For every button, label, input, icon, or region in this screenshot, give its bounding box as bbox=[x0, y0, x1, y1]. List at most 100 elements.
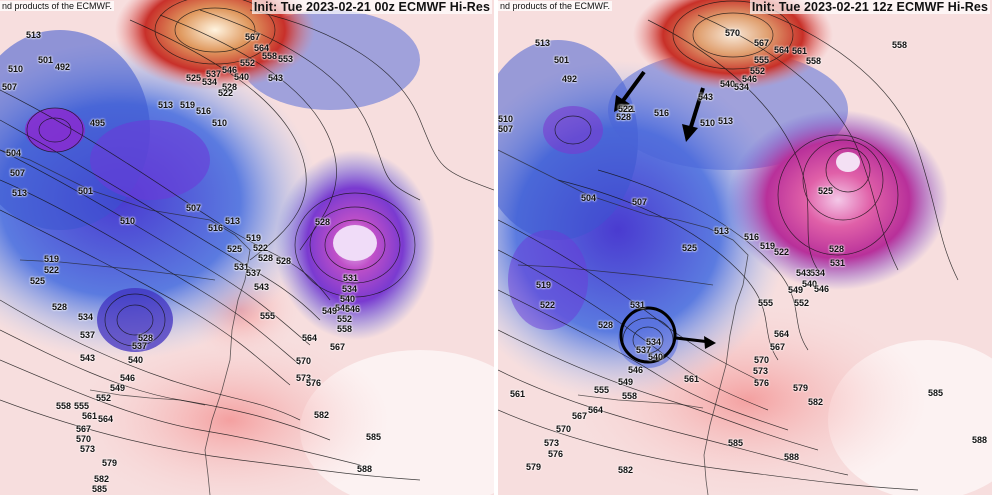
contour-label: 564 bbox=[254, 43, 270, 53]
contour-label: 519 bbox=[760, 241, 776, 251]
contour-label: 525 bbox=[30, 276, 46, 286]
contour-label: 549 bbox=[618, 377, 634, 387]
contour-label: 525 bbox=[682, 243, 698, 253]
contour-label: 513 bbox=[714, 226, 730, 236]
contour-label: 564 bbox=[588, 405, 604, 415]
contour-label: 567 bbox=[76, 424, 92, 434]
contour-label: 558 bbox=[262, 51, 278, 61]
contour-label: 522 bbox=[540, 300, 556, 310]
contour-label: 531 bbox=[343, 273, 359, 283]
arrow-south-annotation bbox=[688, 87, 705, 131]
contour-label: 567 bbox=[572, 411, 588, 421]
contour-label: 537 bbox=[246, 268, 262, 278]
contour-label: 519 bbox=[44, 254, 60, 264]
contour-label: 513 bbox=[225, 216, 241, 226]
contour-label: 555 bbox=[758, 298, 774, 308]
contour-label: 525 bbox=[227, 244, 243, 254]
contour-label: 522 bbox=[218, 88, 234, 98]
contour-label: 579 bbox=[526, 462, 542, 472]
contour-label: 552 bbox=[337, 314, 353, 324]
contour-label: 546 bbox=[742, 74, 758, 84]
contour-label: 543 bbox=[80, 353, 96, 363]
contour-label: 501 bbox=[38, 55, 54, 65]
contour-label: 507 bbox=[186, 203, 202, 213]
contour-label: 495 bbox=[90, 118, 106, 128]
contour-label: 555 bbox=[754, 55, 770, 65]
contour-label: 534 bbox=[202, 77, 218, 87]
arrow-east-head bbox=[704, 336, 716, 349]
contour-label: 540 bbox=[720, 79, 736, 89]
contour-label: 540 bbox=[128, 355, 144, 365]
contour-label: 504 bbox=[6, 148, 22, 158]
contour-label: 588 bbox=[357, 464, 373, 474]
contour-label: 553 bbox=[278, 54, 294, 64]
contour-label: 531 bbox=[830, 258, 846, 268]
contour-label: 513 bbox=[535, 38, 551, 48]
contour-label: 528 bbox=[829, 244, 845, 254]
contour-label: 519 bbox=[536, 280, 552, 290]
init-time-title: Init: Tue 2023-02-21 12z ECMWF Hi-Res bbox=[749, 0, 990, 14]
contour-label: 516 bbox=[744, 232, 760, 242]
contour-label: 543 bbox=[796, 268, 812, 278]
contour-label: 507 bbox=[498, 124, 514, 134]
contour-label: 528 bbox=[616, 112, 632, 122]
contour-label: 510 bbox=[700, 118, 716, 128]
contour-label: 567 bbox=[245, 32, 261, 42]
contour-label: 552 bbox=[750, 66, 766, 76]
contour-label: 528 bbox=[315, 217, 331, 227]
contour-label: 555 bbox=[260, 311, 276, 321]
contour-label: 567 bbox=[754, 38, 770, 48]
contour-label: 549 bbox=[788, 285, 804, 295]
contour-label: 585 bbox=[928, 388, 944, 398]
contour-label: 582 bbox=[314, 410, 330, 420]
coastlines bbox=[498, 149, 749, 495]
contour-label: 573 bbox=[544, 438, 560, 448]
contour-label: 555 bbox=[74, 401, 90, 411]
arrow-south-head bbox=[682, 124, 698, 142]
contour-label: 588 bbox=[972, 435, 988, 445]
contour-label: 525 bbox=[818, 186, 834, 196]
contour-label: 522 bbox=[44, 265, 60, 275]
contour-label: 576 bbox=[306, 378, 322, 388]
contour-label: 525 bbox=[186, 73, 202, 83]
contour-label: 513 bbox=[718, 116, 734, 126]
contour-label: 582 bbox=[94, 474, 110, 484]
contour-label: 519 bbox=[180, 100, 196, 110]
contour-label: 582 bbox=[808, 397, 824, 407]
contour-label: 510 bbox=[498, 114, 514, 124]
contour-label: 516 bbox=[196, 106, 212, 116]
contour-label: 585 bbox=[728, 438, 744, 448]
contour-label: 564 bbox=[774, 329, 790, 339]
contour-label: 543 bbox=[268, 73, 284, 83]
contour-label: 564 bbox=[302, 333, 318, 343]
low-circle-annotation bbox=[619, 306, 677, 364]
contour-label: 534 bbox=[734, 82, 750, 92]
contour-label: 555 bbox=[594, 385, 610, 395]
contour-label: 570 bbox=[556, 424, 572, 434]
contour-label: 561 bbox=[684, 374, 700, 384]
contour-label: 585 bbox=[366, 432, 382, 442]
contour-label: 558 bbox=[892, 40, 908, 50]
contour-label: 507 bbox=[2, 82, 18, 92]
panel-divider bbox=[494, 0, 498, 495]
contour-label: 546 bbox=[222, 65, 238, 75]
contour-label: 510 bbox=[8, 64, 24, 74]
contour-label: 531 bbox=[234, 262, 250, 272]
contour-label: 561 bbox=[510, 389, 526, 399]
contour-label: 534 bbox=[342, 284, 358, 294]
contour-label: 558 bbox=[56, 401, 72, 411]
contour-label: 537 bbox=[636, 345, 652, 355]
contour-label: 507 bbox=[10, 168, 26, 178]
contour-label: 567 bbox=[770, 342, 786, 352]
contour-label: 537 bbox=[206, 69, 222, 79]
coastlines bbox=[0, 149, 251, 495]
contour-label: 561 bbox=[792, 46, 808, 56]
contour-label: 510 bbox=[120, 216, 136, 226]
contour-label: 522 bbox=[253, 243, 269, 253]
contour-label: 513 bbox=[26, 30, 42, 40]
contour-label: 573 bbox=[753, 366, 769, 376]
contour-label: 540 bbox=[802, 279, 818, 289]
map-panel-00z: nd products of the ECMWF. Init: Tue 2023… bbox=[0, 0, 494, 495]
contour-label: 516 bbox=[208, 223, 224, 233]
arrow-east-annotation bbox=[675, 336, 711, 344]
